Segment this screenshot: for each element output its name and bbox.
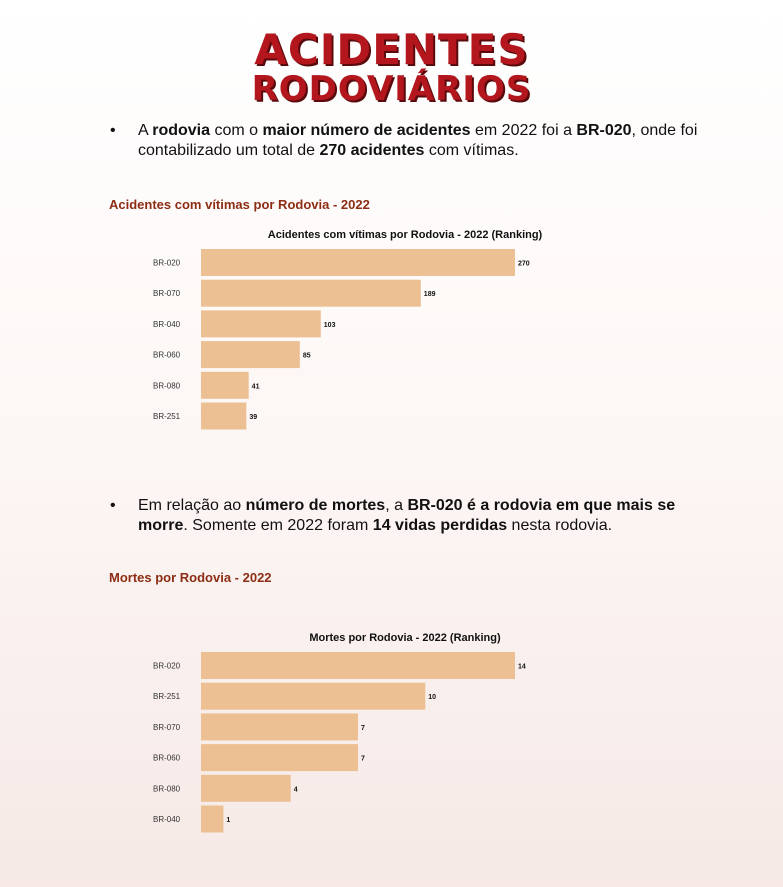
text-run: em 2022 foi a bbox=[470, 122, 577, 139]
bold-text-run: número de mortes bbox=[245, 497, 386, 514]
chart-title: Mortes por Rodovia - 2022 (Ranking) bbox=[309, 632, 501, 644]
bar bbox=[201, 682, 426, 710]
accidents-bar-chart: Acidentes com vítimas por Rodovia - 2022… bbox=[153, 229, 543, 430]
value-label: 39 bbox=[249, 414, 257, 421]
bar bbox=[201, 279, 421, 307]
bar bbox=[201, 805, 224, 833]
text-run: com o bbox=[210, 122, 263, 139]
category-label: BR-251 bbox=[153, 692, 181, 701]
text-run: Em relação ao bbox=[138, 497, 246, 514]
text-run: com vítimas. bbox=[424, 142, 519, 159]
bar bbox=[201, 341, 300, 369]
bullet-marker: • bbox=[110, 497, 116, 514]
category-label: BR-080 bbox=[153, 784, 181, 793]
value-label: 7 bbox=[361, 756, 365, 763]
bar bbox=[201, 713, 358, 741]
value-label: 85 bbox=[303, 353, 311, 360]
section-title-accidents: Acidentes com vítimas por Rodovia - 2022 bbox=[109, 197, 370, 212]
category-label: BR-040 bbox=[153, 320, 181, 329]
chart-title: Acidentes com vítimas por Rodovia - 2022… bbox=[268, 229, 543, 241]
category-label: BR-080 bbox=[153, 381, 181, 390]
page-title-line2: RODOVIÁRIOS bbox=[251, 69, 532, 109]
value-label: 1 bbox=[226, 817, 230, 824]
text-run: , a bbox=[385, 497, 408, 514]
value-label: 103 bbox=[324, 322, 336, 329]
category-label: BR-070 bbox=[153, 723, 181, 732]
bold-text-run: BR-020 bbox=[576, 122, 632, 139]
section-title-deaths: Mortes por Rodovia - 2022 bbox=[109, 570, 272, 585]
bullet-text: Em relação ao número de mortes, a BR-020… bbox=[138, 496, 698, 536]
category-label: BR-060 bbox=[153, 754, 181, 763]
category-label: BR-020 bbox=[153, 259, 181, 268]
deaths-bar-chart: Mortes por Rodovia - 2022 (Ranking) BR-02… bbox=[153, 632, 526, 833]
bar bbox=[201, 371, 249, 399]
value-label: 14 bbox=[518, 664, 526, 671]
value-label: 10 bbox=[428, 694, 436, 701]
bullet-marker: • bbox=[110, 122, 116, 139]
value-label: 189 bbox=[424, 291, 436, 298]
bar bbox=[201, 310, 321, 338]
bold-text-run: rodovia bbox=[152, 122, 211, 139]
text-run: A bbox=[138, 122, 153, 139]
category-label: BR-020 bbox=[153, 662, 181, 671]
bullet-text: A rodovia com o maior número de acidente… bbox=[138, 121, 698, 161]
category-label: BR-070 bbox=[153, 289, 181, 298]
bar bbox=[201, 774, 291, 802]
page-title-line1: ACIDENTES bbox=[254, 25, 529, 74]
value-label: 7 bbox=[361, 725, 365, 732]
text-run: nesta rodovia. bbox=[507, 517, 613, 534]
bold-text-run: 270 acidentes bbox=[319, 142, 425, 159]
category-label: BR-060 bbox=[153, 351, 181, 360]
bar bbox=[201, 249, 515, 276]
text-run: . Somente em 2022 foram bbox=[183, 517, 373, 534]
bold-text-run: maior número de acidentes bbox=[262, 122, 471, 139]
bold-text-run: 14 vidas perdidas bbox=[372, 517, 508, 534]
bold-text-run: BR-020 é a rodovia em que mais se morre bbox=[138, 497, 676, 534]
category-label: BR-040 bbox=[153, 815, 181, 824]
value-label: 4 bbox=[294, 786, 298, 793]
bar bbox=[201, 652, 515, 679]
value-label: 270 bbox=[518, 261, 530, 268]
text-run: , onde foi contabilizado um total de bbox=[138, 122, 698, 159]
bar bbox=[201, 744, 358, 772]
value-label: 41 bbox=[252, 383, 260, 390]
category-label: BR-251 bbox=[153, 412, 181, 421]
bar bbox=[201, 402, 247, 430]
